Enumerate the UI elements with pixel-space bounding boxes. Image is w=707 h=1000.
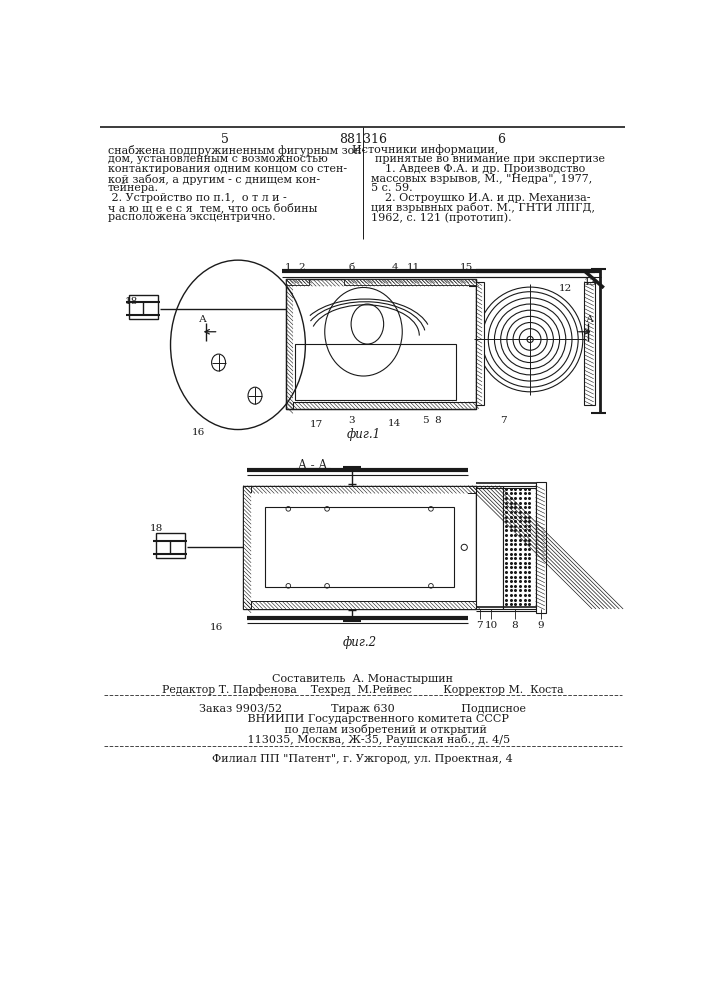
Text: 16: 16 (209, 623, 223, 632)
Bar (243, 486, 476, 609)
Text: тейнера.: тейнера. (107, 183, 159, 193)
Text: 12: 12 (559, 284, 572, 293)
Bar (251, 493, 468, 601)
Bar (286, 279, 309, 285)
Text: снабжена подпружиненным фигурным зон-: снабжена подпружиненным фигурным зон- (107, 145, 365, 156)
Text: 13: 13 (584, 278, 597, 287)
Text: 6: 6 (498, 133, 506, 146)
Text: 10: 10 (485, 620, 498, 630)
Bar (286, 402, 476, 409)
Bar (476, 282, 484, 405)
Text: 7: 7 (500, 416, 506, 425)
Text: А: А (586, 315, 594, 324)
Text: 8: 8 (434, 416, 440, 425)
Text: расположена эксцентрично.: расположена эксцентрично. (107, 212, 275, 222)
Text: 1962, с. 121 (прототип).: 1962, с. 121 (прототип). (371, 212, 512, 223)
Text: 8: 8 (511, 620, 518, 630)
Text: А: А (199, 315, 207, 324)
Text: 2. Остроушко И.А. и др. Механиза-: 2. Остроушко И.А. и др. Механиза- (371, 193, 591, 203)
Text: 9: 9 (537, 620, 544, 630)
Bar (243, 486, 251, 609)
Text: 113035, Москва, Ж-35, Раушская наб., д. 4/5: 113035, Москва, Ж-35, Раушская наб., д. … (216, 734, 510, 745)
Text: 15: 15 (460, 263, 473, 272)
Text: 11: 11 (407, 263, 421, 272)
Bar (286, 279, 476, 409)
Text: 5: 5 (422, 416, 429, 425)
Bar (243, 486, 476, 493)
Text: 16: 16 (192, 428, 205, 437)
Text: ВНИИПИ Государственного комитета СССР: ВНИИПИ Государственного комитета СССР (216, 714, 509, 724)
Text: фиг.1: фиг.1 (346, 428, 380, 441)
Text: 5 с. 59.: 5 с. 59. (371, 183, 413, 193)
Text: дом, установленным с возможностью: дом, установленным с возможностью (107, 154, 327, 164)
Bar (295, 344, 456, 400)
Text: Составитель  А. Монастыршин: Составитель А. Монастыршин (272, 674, 453, 684)
Text: принятые во внимание при экспертизе: принятые во внимание при экспертизе (375, 154, 605, 164)
Text: 2: 2 (298, 263, 305, 272)
Text: Филиал ПП "Патент", г. Ужгород, ул. Проектная, 4: Филиал ПП "Патент", г. Ужгород, ул. Прое… (212, 754, 513, 764)
Text: 18: 18 (150, 524, 163, 533)
Ellipse shape (351, 304, 384, 344)
Text: 14: 14 (388, 419, 401, 428)
Text: 2. Устройство по п.1,  о т л и -: 2. Устройство по п.1, о т л и - (107, 193, 286, 203)
Bar (535, 482, 547, 613)
Bar (344, 279, 476, 285)
Bar (503, 486, 535, 609)
Bar (293, 286, 469, 402)
Text: массовых взрывов, М., "Недра", 1977,: массовых взрывов, М., "Недра", 1977, (371, 174, 592, 184)
Bar (156, 533, 185, 558)
Text: Источники информации,: Источники информации, (352, 145, 498, 155)
Text: б: б (349, 263, 355, 272)
Text: 1: 1 (285, 263, 292, 272)
Text: 3: 3 (349, 416, 355, 425)
Bar (129, 295, 158, 319)
Bar (243, 601, 476, 609)
Text: А - А: А - А (298, 459, 328, 472)
Bar (286, 279, 476, 286)
Text: контактирования одним концом со стен-: контактирования одним концом со стен- (107, 164, 347, 174)
Text: 1. Авдеев Ф.А. и др. Производство: 1. Авдеев Ф.А. и др. Производство (371, 164, 585, 174)
Text: Редактор Т. Парфенова    Техред  М.Рейвес         Корректор М.  Коста: Редактор Т. Парфенова Техред М.Рейвес Ко… (162, 684, 563, 695)
Text: 17: 17 (310, 420, 323, 429)
Bar (265, 507, 454, 587)
Text: Заказ 9903/52              Тираж 630                   Подписное: Заказ 9903/52 Тираж 630 Подписное (199, 704, 526, 714)
Text: фиг.2: фиг.2 (343, 636, 377, 649)
Text: по делам изобретений и открытий: по делам изобретений и открытий (239, 724, 486, 735)
Text: 5: 5 (221, 133, 228, 146)
Bar (286, 279, 293, 409)
Bar (476, 486, 503, 609)
Text: 18: 18 (124, 297, 138, 306)
Text: 4: 4 (392, 263, 399, 272)
Text: 881316: 881316 (339, 133, 387, 146)
Text: 7: 7 (477, 620, 483, 630)
Text: кой забоя, а другим - с днищем кон-: кой забоя, а другим - с днищем кон- (107, 174, 320, 185)
Text: ция взрывных работ. М., ГНТИ ЛПГД,: ция взрывных работ. М., ГНТИ ЛПГД, (371, 202, 595, 213)
Text: ч а ю щ е е с я  тем, что ось бобины: ч а ю щ е е с я тем, что ось бобины (107, 202, 317, 213)
Bar (585, 282, 595, 405)
